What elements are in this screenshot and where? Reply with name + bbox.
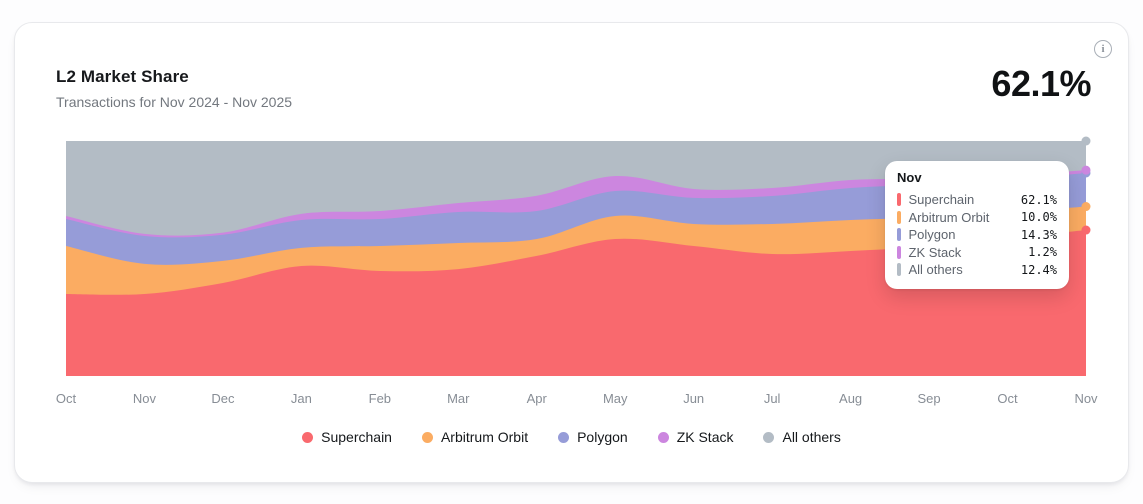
legend-label: Polygon — [577, 429, 628, 445]
legend: Superchain Arbitrum Orbit Polygon ZK Stack A… — [15, 429, 1128, 445]
market-share-card: L2 Market Share Transactions for Nov 202… — [14, 22, 1129, 483]
x-tick-label: Nov — [1074, 391, 1098, 406]
legend-label: Arbitrum Orbit — [440, 429, 529, 445]
x-tick-label: Aug — [839, 391, 863, 406]
x-tick-label: Oct — [55, 391, 77, 406]
tooltip-series-value: 12.4% — [1020, 262, 1057, 277]
x-tick-label: Oct — [997, 391, 1018, 406]
legend-dot-icon — [763, 431, 775, 443]
x-tick-label: Feb — [368, 391, 392, 406]
subtitle: Transactions for Nov 2024 - Nov 2025 — [56, 94, 293, 110]
x-tick-label: Dec — [211, 391, 235, 406]
tooltip-series-label: All others — [908, 262, 963, 278]
tooltip-row: All others 12.4% — [897, 261, 1057, 279]
endpoint-dot-all-others — [1081, 136, 1091, 146]
tooltip-series-label: Arbitrum Orbit — [908, 209, 990, 225]
legend-dot-icon — [421, 431, 433, 443]
tooltip-series-chip — [897, 263, 901, 277]
tooltip-rows: Superchain 62.1% Arbitrum Orbit 10.0% Polygo… — [897, 191, 1057, 279]
card-header: L2 Market Share Transactions for Nov 202… — [56, 67, 292, 110]
legend-item-zk-stack[interactable]: ZK Stack — [657, 429, 734, 445]
tooltip-series-chip — [897, 228, 901, 242]
stacked-area-chart[interactable] — [66, 136, 1091, 376]
tooltip-series-value: 62.1% — [1020, 192, 1057, 207]
tooltip-series-chip — [897, 245, 901, 259]
x-tick-label: Jul — [763, 391, 781, 406]
headline-value: 62.1% — [991, 63, 1091, 104]
tooltip-series-value: 10.0% — [1020, 210, 1057, 225]
info-icon[interactable]: i — [1094, 40, 1112, 58]
page-background: L2 Market Share Transactions for Nov 202… — [14, 22, 1129, 483]
endpoint-dot-zk-stack — [1081, 165, 1091, 175]
tooltip-series-value: 1.2% — [1028, 245, 1057, 260]
page-title: L2 Market Share — [56, 67, 189, 86]
x-tick-label: Jun — [683, 391, 705, 406]
tooltip-series-label: Polygon — [908, 227, 956, 243]
tooltip-series-label: ZK Stack — [908, 244, 962, 260]
tooltip-row: Superchain 62.1% — [897, 191, 1057, 209]
x-tick-label: Jan — [290, 391, 312, 406]
tooltip-row: Polygon 14.3% — [897, 226, 1057, 244]
legend-item-superchain[interactable]: Superchain — [302, 429, 392, 445]
x-axis: Oct Nov Dec Jan Feb Mar Apr May Jun Jul Aug Sep Oct N… — [15, 391, 1128, 407]
tooltip-row: ZK Stack 1.2% — [897, 244, 1057, 262]
legend-dot-icon — [657, 431, 669, 443]
x-tick-label: Nov — [132, 391, 157, 406]
legend-label: All others — [782, 429, 841, 445]
tooltip-series-chip — [897, 193, 901, 207]
x-tick-label: Apr — [526, 391, 547, 406]
x-tick-label: Sep — [917, 391, 941, 406]
tooltip-row: Arbitrum Orbit 10.0% — [897, 209, 1057, 227]
legend-item-polygon[interactable]: Polygon — [558, 429, 628, 445]
legend-dot-icon — [302, 431, 314, 443]
legend-item-arbitrum-orbit[interactable]: Arbitrum Orbit — [421, 429, 529, 445]
legend-label: Superchain — [321, 429, 392, 445]
tooltip-series-label: Superchain — [908, 192, 975, 208]
endpoint-dot-arbitrum-orbit — [1081, 202, 1091, 212]
area-band-superchain — [66, 230, 1086, 376]
legend-dot-icon — [558, 431, 570, 443]
endpoint-dot-superchain — [1081, 225, 1091, 235]
x-tick-label: Mar — [447, 391, 470, 406]
tooltip-header: Nov — [897, 170, 922, 185]
tooltip-series-chip — [897, 210, 901, 224]
legend-item-all-others[interactable]: All others — [763, 429, 841, 445]
x-tick-label: May — [602, 391, 628, 406]
legend-label: ZK Stack — [676, 429, 734, 445]
tooltip-series-value: 14.3% — [1020, 227, 1057, 242]
chart-tooltip: Nov Superchain 62.1% Arbitrum Orbit 10.0% Po… — [885, 161, 1069, 289]
